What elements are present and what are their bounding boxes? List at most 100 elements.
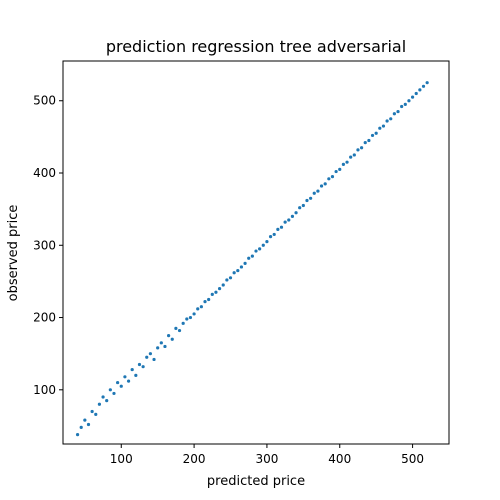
data-point — [381, 124, 386, 128]
data-points — [75, 81, 429, 437]
data-point — [236, 268, 240, 273]
data-point — [126, 379, 131, 383]
data-point — [316, 189, 320, 193]
plot-frame — [62, 60, 450, 445]
data-point — [156, 346, 160, 350]
data-point — [305, 198, 309, 203]
data-point — [90, 409, 94, 414]
data-point — [421, 84, 426, 88]
data-point — [258, 247, 262, 251]
data-point — [145, 355, 149, 359]
data-point — [352, 153, 356, 157]
data-point — [232, 271, 236, 275]
data-point — [228, 276, 233, 280]
x-tick-label: 300 — [255, 452, 278, 466]
data-point — [294, 211, 298, 215]
data-point — [319, 184, 324, 188]
y-axis-label: observed price — [6, 205, 21, 302]
data-point — [108, 388, 112, 392]
data-point — [374, 131, 378, 135]
data-point — [192, 312, 196, 316]
data-point — [356, 148, 360, 152]
data-point — [345, 160, 349, 164]
data-point — [163, 344, 167, 349]
data-point — [177, 328, 182, 333]
data-point — [152, 357, 156, 362]
data-point — [367, 138, 371, 143]
data-point — [418, 88, 422, 92]
data-point — [243, 261, 247, 265]
data-point — [94, 412, 98, 416]
x-axis: 100 200 300 400 500 — [110, 444, 424, 466]
data-point — [196, 307, 200, 311]
data-point — [268, 235, 273, 239]
data-point — [338, 167, 342, 171]
data-point — [407, 99, 411, 103]
chart-title: prediction regression tree adversarial — [106, 37, 406, 56]
data-point — [97, 402, 102, 406]
data-point — [75, 433, 80, 437]
data-point — [298, 206, 302, 210]
data-point — [116, 380, 120, 385]
data-point — [123, 375, 127, 379]
data-point — [101, 395, 105, 399]
data-point — [272, 232, 276, 237]
data-point — [112, 391, 116, 396]
data-point — [141, 365, 145, 369]
data-point — [247, 256, 251, 260]
y-tick-label: 400 — [33, 166, 56, 180]
data-point — [327, 177, 331, 181]
data-point — [330, 175, 335, 179]
data-point — [250, 254, 254, 258]
x-tick-label: 400 — [328, 452, 351, 466]
data-point — [170, 337, 174, 341]
data-point — [392, 112, 396, 116]
data-point — [221, 283, 225, 287]
data-point — [217, 287, 222, 291]
data-point — [334, 169, 338, 174]
data-point — [119, 384, 123, 388]
data-point — [279, 225, 284, 229]
data-point — [389, 117, 393, 121]
data-point — [323, 182, 327, 186]
y-tick-label: 300 — [33, 238, 56, 252]
data-point — [341, 162, 345, 166]
data-point — [174, 326, 178, 330]
x-tick-label: 500 — [401, 452, 424, 466]
data-point — [210, 292, 214, 297]
data-point — [203, 300, 207, 304]
data-point — [207, 297, 211, 302]
data-point — [360, 146, 364, 150]
data-point — [363, 141, 367, 145]
data-point — [188, 315, 193, 320]
data-point — [301, 203, 305, 208]
data-point — [225, 278, 229, 282]
data-point — [312, 191, 316, 195]
data-point — [290, 214, 295, 218]
data-point — [378, 126, 382, 130]
data-point — [86, 422, 91, 427]
y-tick-label: 100 — [33, 383, 56, 397]
data-point — [370, 133, 375, 138]
data-point — [385, 119, 389, 123]
data-point — [309, 196, 313, 200]
data-point — [410, 95, 415, 99]
data-point — [396, 109, 400, 114]
data-point — [181, 321, 185, 325]
data-point — [239, 265, 244, 269]
data-point — [400, 104, 404, 109]
x-tick-label: 200 — [183, 452, 206, 466]
data-point — [425, 81, 429, 85]
data-point — [159, 341, 163, 345]
data-point — [137, 362, 142, 367]
y-tick-label: 200 — [33, 311, 56, 325]
data-point — [276, 227, 280, 231]
x-axis-label: predicted price — [207, 474, 305, 489]
data-point — [199, 305, 203, 309]
data-point — [79, 425, 83, 429]
data-point — [283, 220, 287, 224]
data-point — [214, 290, 218, 294]
data-point — [130, 367, 134, 372]
data-point — [185, 317, 189, 321]
data-point — [167, 334, 171, 338]
